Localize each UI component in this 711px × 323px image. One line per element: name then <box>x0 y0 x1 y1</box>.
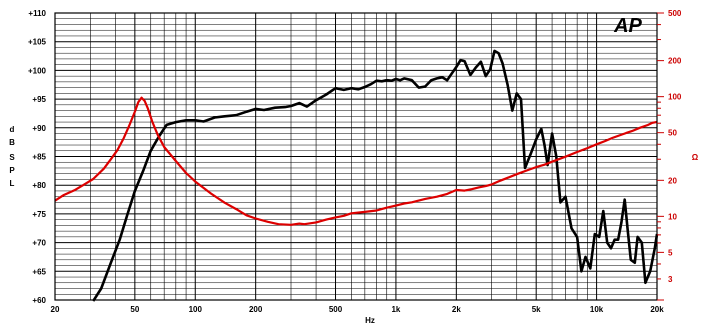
y-axis-label-left: S <box>9 153 15 162</box>
x-tick-label: 20 <box>51 305 60 314</box>
y-tick-label-right: 10 <box>668 212 677 221</box>
y-tick-label-left: +90 <box>32 124 46 133</box>
x-tick-label: 20k <box>650 305 664 314</box>
plot-border <box>54 12 658 301</box>
y-tick-label-right: 3 <box>668 275 673 284</box>
y-axis-label-left: P <box>9 166 15 175</box>
impedance-curve <box>54 96 658 226</box>
y-axis-label-left: d <box>10 125 15 134</box>
x-tick-label: 1k <box>391 305 400 314</box>
y-axis-label-left: L <box>10 179 15 188</box>
x-tick-label: 50 <box>130 305 139 314</box>
y-tick-label-left: +65 <box>32 267 46 276</box>
y-tick-label-right: 20 <box>668 176 677 185</box>
plot-frame <box>54 12 664 301</box>
x-tick-label: 200 <box>249 305 263 314</box>
x-tick-label: 100 <box>189 305 203 314</box>
y-tick-label-left: +75 <box>32 210 46 219</box>
axis-labels: +60 +65 +70 +75 +80 +85 +90 +95 +100 +105 +110 3 5 10… <box>9 9 699 323</box>
y-tick-label-left: +100 <box>28 66 47 75</box>
x-tick-label: 2k <box>452 305 461 314</box>
y-tick-label-left: +60 <box>32 296 46 305</box>
y-tick-label-left: +85 <box>32 153 46 162</box>
y-tick-label-right: 50 <box>668 129 677 138</box>
y-tick-label-left: +105 <box>28 38 47 47</box>
y-tick-label-left: +80 <box>32 181 46 190</box>
x-tick-label: 5k <box>532 305 541 314</box>
y-tick-label-left: +110 <box>28 9 46 18</box>
y-tick-label-right: 100 <box>668 93 682 102</box>
ap-logo: AP <box>613 15 642 37</box>
x-tick-label: 10k <box>590 305 604 314</box>
spl-curve <box>92 49 659 302</box>
x-axis-label: Hz <box>365 316 375 323</box>
y-tick-label-left: +95 <box>32 95 46 104</box>
y-tick-label-right: 200 <box>668 57 682 66</box>
y-tick-label-left: +70 <box>32 239 46 248</box>
y-tick-label-right: 500 <box>668 9 682 18</box>
y-tick-label-right: 5 <box>668 248 673 257</box>
y-axis-label-left: B <box>9 138 15 147</box>
y-axis-label-right: Ω <box>692 153 699 162</box>
grid <box>55 13 657 300</box>
series-group <box>54 49 659 302</box>
x-tick-label: 500 <box>329 305 343 314</box>
